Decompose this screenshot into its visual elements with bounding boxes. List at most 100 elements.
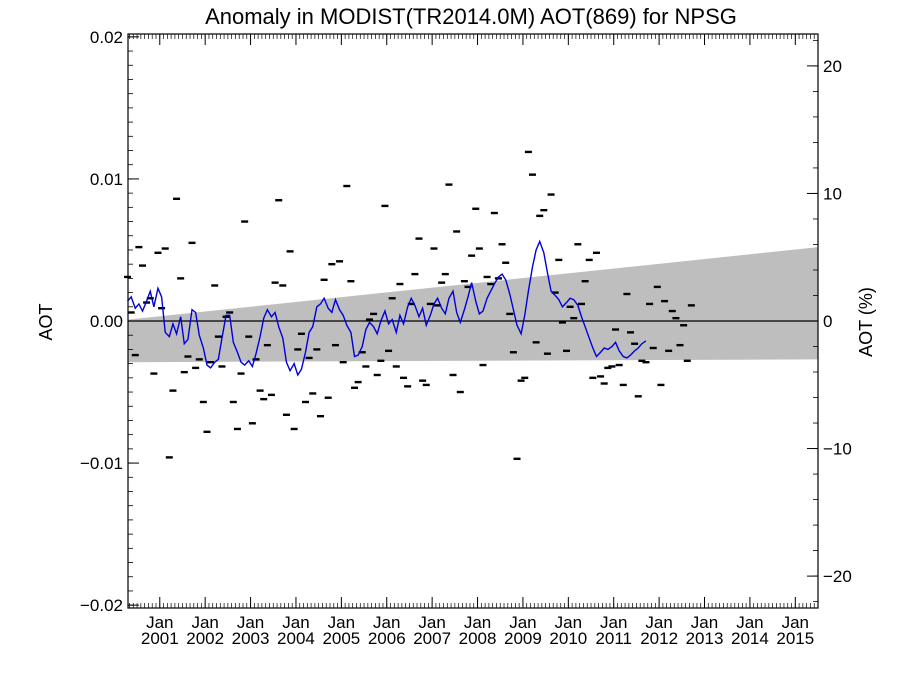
y-tick-label: −0.01: [80, 454, 123, 473]
x-tick-label-month: Jan: [282, 613, 309, 632]
anomaly-point: [687, 304, 695, 307]
anomaly-point: [313, 348, 321, 351]
anomaly-point: [472, 207, 480, 210]
anomaly-point: [211, 284, 219, 287]
anomaly-point: [615, 363, 623, 367]
anomaly-point: [150, 372, 158, 375]
anomaly-point: [487, 282, 495, 286]
anomaly-point: [336, 260, 344, 263]
anomaly-point: [555, 258, 563, 262]
plot-area: 0.020.010.00−0.01−0.0220100−10−20Jan2001…: [80, 28, 852, 648]
anomaly-point: [279, 284, 287, 287]
anomaly-point: [366, 318, 373, 321]
x-tick-label-month: Jan: [191, 613, 218, 632]
anomaly-point: [415, 237, 423, 240]
anomaly-point: [672, 316, 680, 320]
anomaly-point: [434, 304, 442, 307]
anomaly-point: [305, 356, 313, 360]
x-tick-label-month: Jan: [509, 613, 536, 632]
x-tick-label-year: 2005: [322, 629, 360, 648]
anomaly-point: [347, 280, 355, 283]
anomaly-point: [184, 355, 192, 358]
anomaly-point: [551, 291, 559, 294]
anomaly-point: [619, 383, 627, 387]
anomaly-point: [570, 316, 578, 320]
x-tick-label-year: 2007: [413, 629, 451, 648]
x-tick-label-month: Jan: [782, 613, 809, 632]
anomaly-point: [158, 307, 166, 310]
anomaly-point: [180, 370, 188, 374]
anomaly-point: [657, 383, 665, 387]
anomaly-point: [441, 272, 449, 276]
anomaly-point: [498, 243, 506, 246]
anomaly-point: [683, 359, 691, 362]
anomaly-point: [226, 311, 234, 314]
y2-tick-label: 20: [823, 57, 842, 76]
anomaly-point: [252, 358, 260, 361]
anomaly-point: [524, 150, 532, 154]
anomaly-point: [203, 430, 211, 434]
anomaly-point: [419, 379, 427, 382]
anomaly-point: [331, 343, 339, 347]
x-tick-label-year: 2002: [186, 629, 224, 648]
y-tick-label: 0.00: [90, 312, 123, 331]
anomaly-point: [479, 363, 487, 367]
anomaly-point: [146, 297, 154, 300]
anomaly-point: [649, 346, 657, 350]
anomaly-point: [127, 311, 135, 314]
anomaly-point: [589, 376, 597, 380]
anomaly-point: [438, 281, 446, 284]
anomaly-point: [445, 183, 453, 186]
anomaly-point: [521, 376, 529, 380]
anomaly-point: [661, 299, 669, 303]
x-tick-label-month: Jan: [600, 613, 627, 632]
anomaly-point: [192, 366, 200, 370]
anomaly-point: [430, 247, 438, 250]
anomaly-point: [634, 395, 642, 398]
anomaly-point: [362, 365, 370, 368]
anomaly-point: [339, 361, 347, 364]
anomaly-point: [263, 343, 271, 347]
trend-band: [128, 247, 818, 363]
anomaly-point: [214, 335, 222, 338]
anomaly-point: [373, 373, 381, 377]
anomaly-point: [536, 214, 544, 218]
anomaly-point: [449, 373, 457, 377]
anomaly-point: [229, 400, 237, 404]
anomaly-point: [547, 193, 555, 196]
anomaly-point: [199, 400, 207, 404]
y2-tick-label: 0: [823, 312, 832, 331]
anomaly-point: [404, 385, 412, 388]
anomaly-point: [563, 349, 571, 353]
anomaly-point: [540, 208, 548, 212]
anomaly-point: [604, 366, 612, 370]
anomaly-point: [328, 262, 336, 266]
anomaly-point: [585, 258, 593, 262]
anomaly-point: [668, 309, 676, 313]
x-tick-label-year: 2013: [686, 629, 724, 648]
x-tick-label-year: 2011: [595, 629, 632, 648]
anomaly-point: [248, 422, 256, 425]
anomaly-point: [597, 375, 605, 378]
anomaly-point: [165, 456, 173, 459]
anomaly-point: [532, 341, 540, 344]
anomaly-point: [286, 250, 294, 253]
anomaly-point: [623, 292, 631, 296]
anomaly-point: [407, 302, 415, 306]
anomaly-point: [233, 427, 241, 431]
anomaly-point: [381, 204, 389, 208]
anomaly-point: [377, 359, 385, 362]
anomaly-point: [528, 173, 536, 176]
x-tick-label-month: Jan: [645, 613, 672, 632]
y-tick-label: 0.01: [90, 170, 123, 189]
anomaly-point: [351, 386, 359, 389]
anomaly-point: [422, 383, 430, 387]
anomaly-point: [169, 389, 177, 392]
anomaly-point: [502, 261, 510, 264]
x-tick-label-year: 2012: [640, 629, 678, 648]
anomaly-point: [388, 297, 396, 300]
anomaly-point: [241, 220, 249, 223]
y2-tick-label: −10: [823, 440, 852, 459]
anomaly-point: [638, 359, 646, 362]
